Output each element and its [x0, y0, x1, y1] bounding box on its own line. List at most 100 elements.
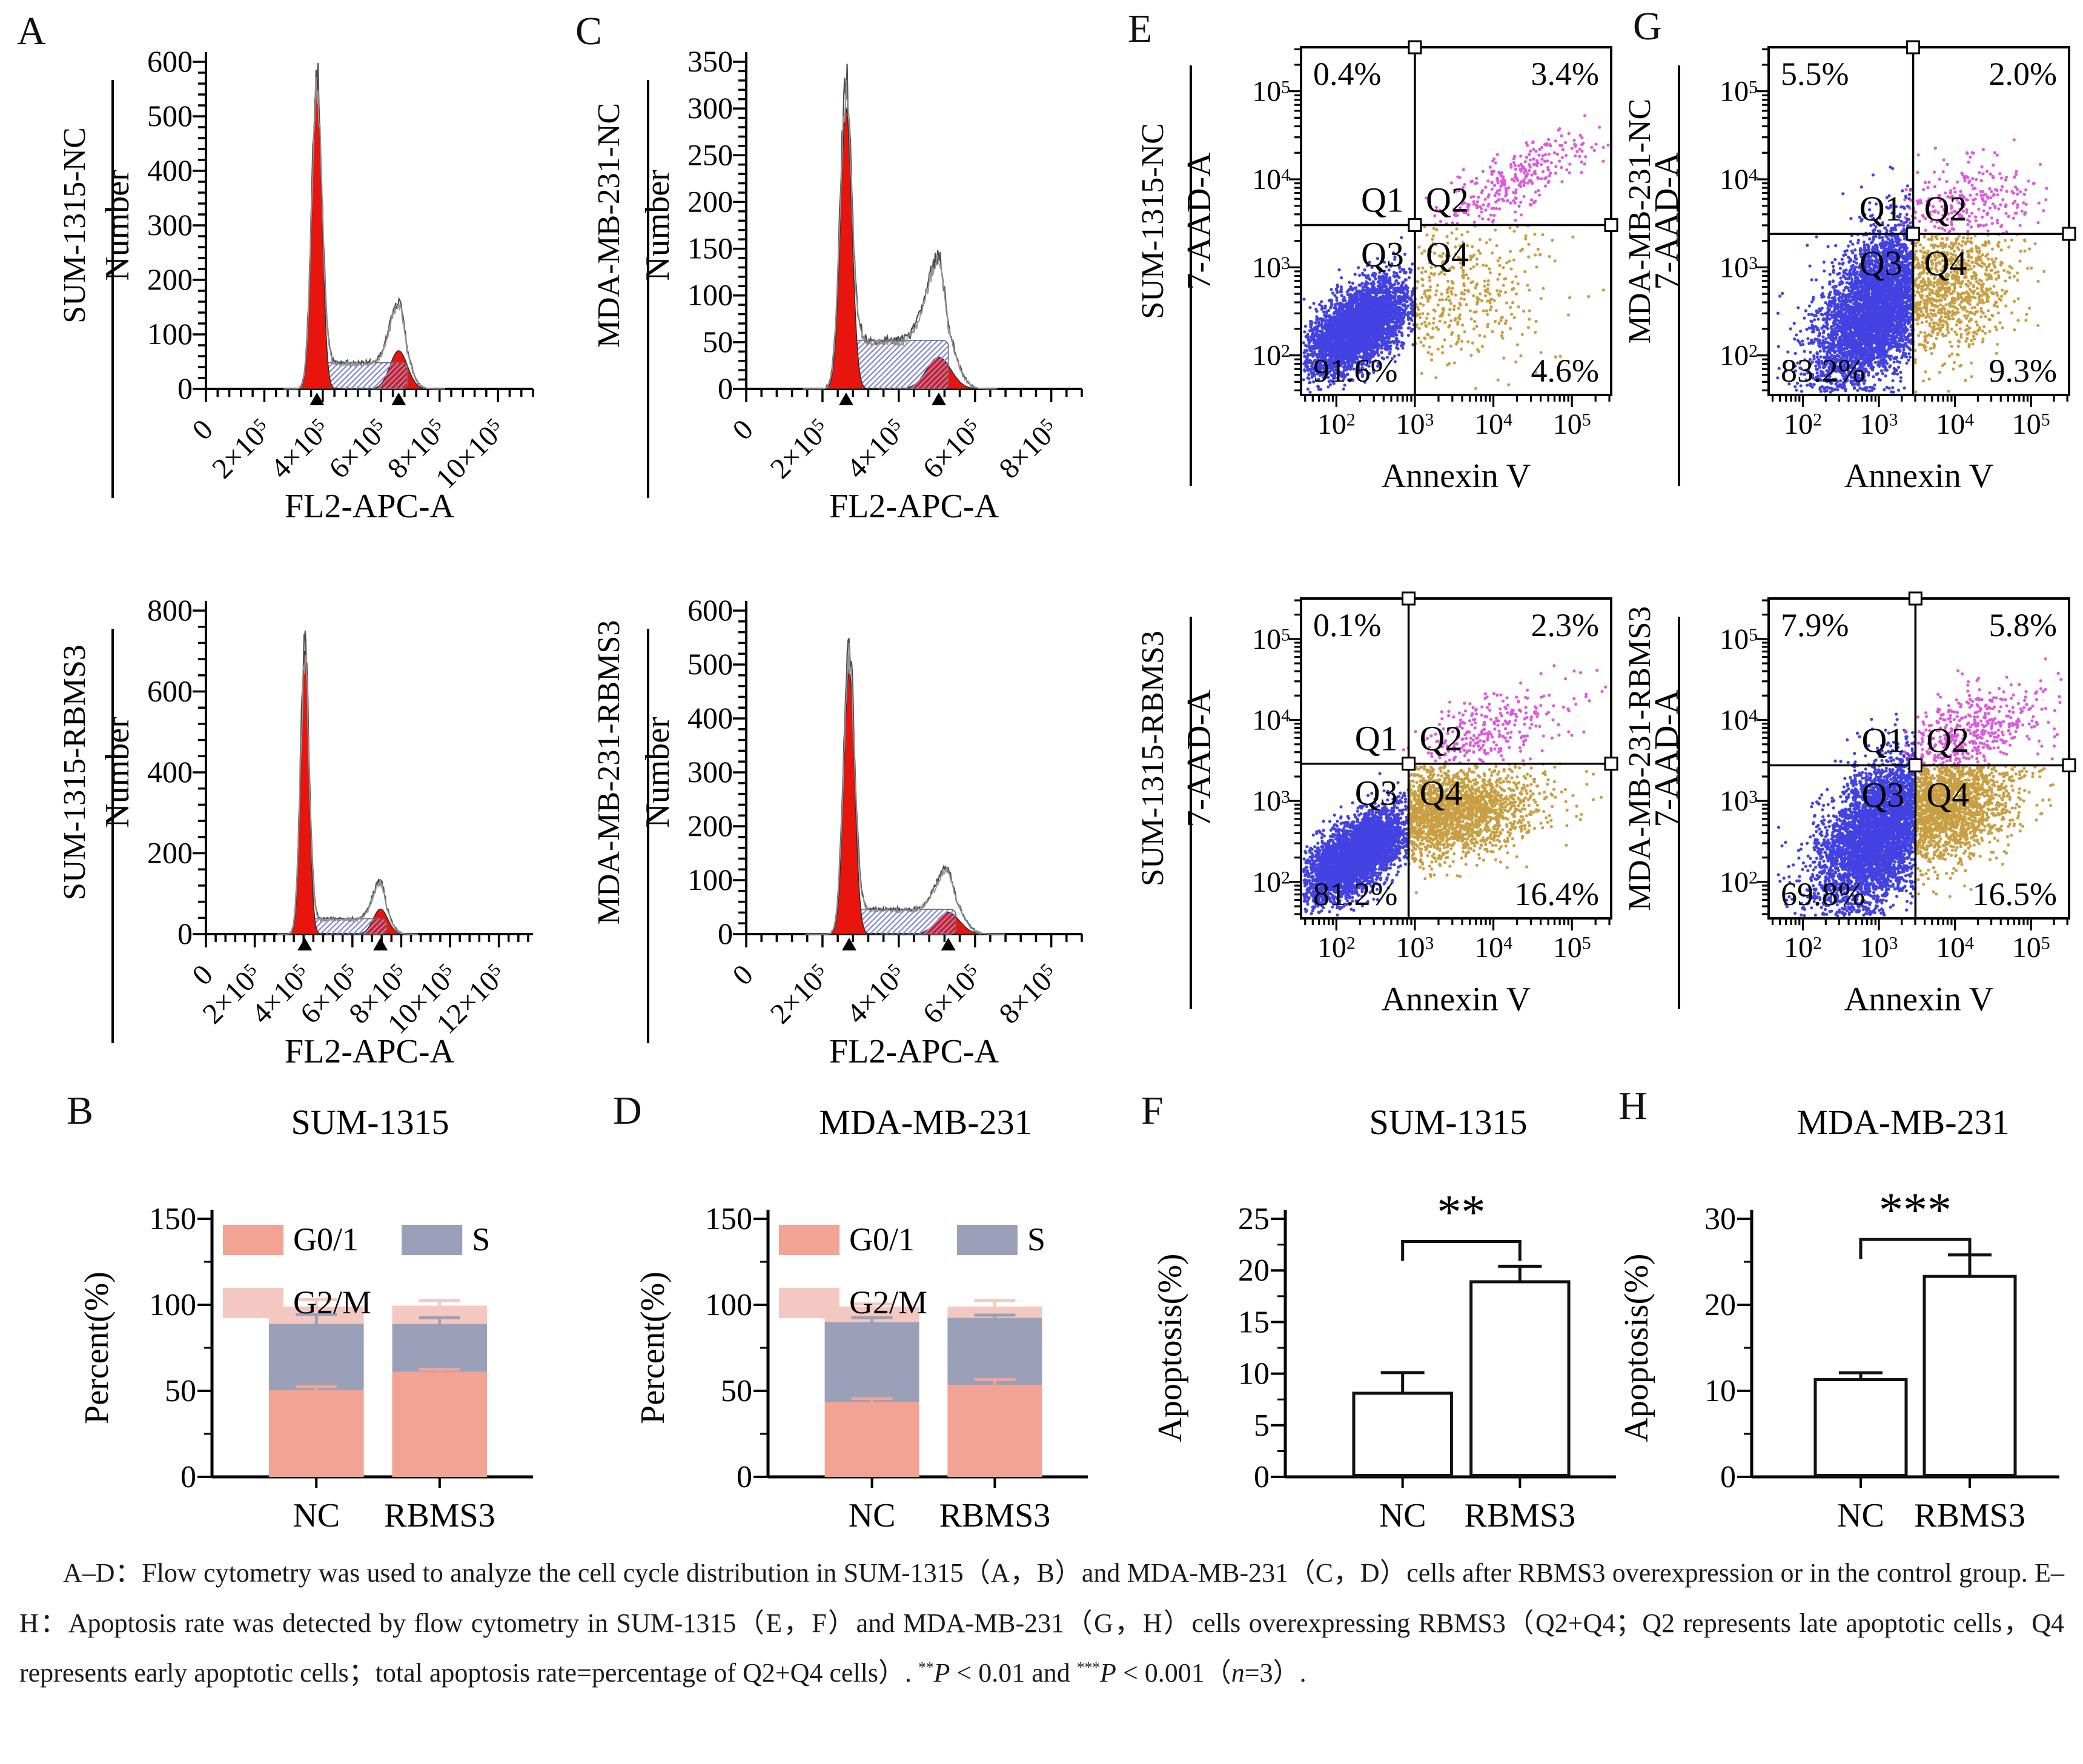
x-tick-label: 2×105 — [206, 413, 277, 485]
y-tick-label: 10 — [1704, 1374, 1736, 1408]
caption-segment: P — [934, 1658, 950, 1688]
quadrant-q4-percent: 16.5% — [1973, 876, 2057, 912]
gate-label-q4: Q4 — [1420, 774, 1463, 813]
y-tick-label: 102 — [1252, 340, 1290, 372]
caption-segment: < 0.01 and — [950, 1658, 1076, 1688]
y-tick-label: 0 — [180, 1460, 196, 1494]
caption-segment: A–D：Flow cytometry was used to analyze t… — [19, 1558, 2064, 1688]
scatter-points-magenta — [1402, 664, 1608, 765]
stacked-bar-segment — [947, 1318, 1042, 1385]
scatter-points-blue — [1776, 165, 1915, 394]
quadrant-q1-percent: 7.9% — [1781, 607, 1849, 643]
quadrant-q1-percent: 5.5% — [1781, 56, 1849, 92]
y-tick-label: 0 — [718, 917, 733, 950]
gate-label-q3: Q3 — [1859, 244, 1903, 283]
x-tick-label: 104 — [1936, 408, 1974, 440]
quadrant-q3-percent: 81.2% — [1313, 876, 1397, 912]
apoptosis-bar-chart-mdamb231: 0 10 20 30 MDA-MB-231 Apoptosis(%) NC RBMS3 *** — [1623, 1102, 2059, 1534]
y-tick-label: 100 — [149, 1288, 196, 1322]
quadrant-q4-percent: 4.6% — [1531, 353, 1599, 389]
y-tick-label: 200 — [687, 184, 733, 218]
x-tick-label: 102 — [1784, 932, 1822, 964]
x-tick-label: 103 — [1860, 932, 1898, 964]
bar — [1922, 1275, 2017, 1477]
panel-letter-g: G — [1633, 4, 1662, 50]
y-axis-label: Number — [639, 717, 677, 828]
row-label: SUM-1315-NC — [1136, 123, 1170, 319]
y-tick-label: 300 — [687, 91, 733, 125]
stacked-bar-segment — [824, 1402, 919, 1477]
y-tick-label: 100 — [687, 278, 733, 312]
quadrant-q3-percent: 69.8% — [1781, 876, 1865, 912]
scatter-points-blue — [1777, 712, 1917, 918]
stacked-bar-segment — [268, 1324, 364, 1390]
gate-label-q2: Q2 — [1924, 189, 1967, 228]
x-tick-label: 103 — [1396, 932, 1434, 964]
y-tick-label: 104 — [1252, 164, 1290, 196]
gate-handle — [1906, 227, 1921, 241]
x-tick-label: 2×105 — [764, 413, 836, 485]
y-tick-label: 0 — [718, 371, 733, 405]
category-label: RBMS3 — [1465, 1497, 1576, 1534]
apoptosis-bar-chart-sum1315: 0 5 10 15 20 25 SUM-1315 Apoptosis(%) NC RBMS3 ** — [1151, 1102, 1616, 1534]
y-tick-label: 800 — [147, 593, 193, 627]
bar — [1352, 1391, 1453, 1477]
y-tick-label: 50 — [703, 325, 733, 359]
x-tick-label: 4×105 — [841, 413, 912, 485]
y-tick-label: 600 — [147, 44, 193, 78]
gate-handle — [1604, 757, 1618, 771]
y-tick-label: 150 — [149, 1202, 196, 1236]
y-axis-label: Percent(%) — [78, 1272, 116, 1424]
legend-swatch — [779, 1288, 839, 1318]
gate-label-q2: Q2 — [1420, 719, 1463, 758]
y-tick-label: 102 — [1252, 866, 1290, 898]
gate-handle — [1908, 591, 1922, 606]
quadrant-q2-percent: 5.8% — [1989, 607, 2057, 643]
scatter-points-magenta — [1424, 114, 1610, 227]
s-phase-region — [320, 362, 408, 390]
x-axis-label: FL2-APC-A — [829, 1033, 999, 1070]
caption-segment: < 0.001（ — [1116, 1658, 1231, 1688]
y-tick-label: 103 — [1720, 785, 1758, 817]
y-axis-label: Apoptosis(%) — [1623, 1253, 1655, 1442]
y-tick-label: 105 — [1720, 623, 1758, 655]
gate-handle — [2062, 227, 2076, 241]
y-tick-label: 100 — [705, 1288, 752, 1322]
figure-caption: A–D：Flow cytometry was used to analyze t… — [19, 1548, 2064, 1699]
raw-histogram-outline — [803, 64, 998, 390]
category-label: NC — [293, 1497, 340, 1534]
quadrant-q3-percent: 83.2% — [1781, 353, 1865, 389]
peak-marker-triangle — [838, 393, 853, 405]
apoptosis-scatter-sum1315-rbms3: 102 102 103 103 104 104 105 105 Annexin V 7-AAD-A… — [1136, 591, 1618, 1018]
y-tick-label: 105 — [1252, 623, 1290, 655]
panel-letter-c: C — [575, 8, 602, 55]
y-tick-label: 250 — [687, 138, 733, 171]
panel-letter-d: D — [613, 1088, 642, 1134]
x-tick-label: 8×105 — [993, 413, 1064, 485]
x-axis-label: FL2-APC-A — [285, 488, 455, 525]
x-tick-label: 104 — [1474, 932, 1512, 964]
x-tick-label: 105 — [1553, 932, 1591, 964]
x-tick-label: 103 — [1860, 408, 1898, 440]
stacked-bar-segment — [824, 1322, 919, 1402]
legend-label: G0/1 — [293, 1221, 359, 1258]
quadrant-q4-percent: 16.4% — [1515, 876, 1599, 912]
y-tick-label: 105 — [1252, 76, 1290, 108]
legend-label: G0/1 — [849, 1221, 915, 1258]
legend-label: S — [472, 1221, 490, 1258]
peak-marker-triangle — [297, 938, 313, 950]
row-label: MDA-MB-231-NC — [1623, 99, 1657, 343]
x-tick-label: 6×105 — [323, 413, 394, 485]
y-tick-label: 102 — [1720, 340, 1758, 372]
y-tick-label: 30 — [1704, 1202, 1736, 1236]
x-tick-label: 105 — [1553, 408, 1591, 440]
y-tick-label: 25 — [1238, 1202, 1270, 1236]
caption-segment: n — [1231, 1658, 1245, 1688]
y-tick-label: 105 — [1720, 76, 1758, 108]
category-label: RBMS3 — [1914, 1497, 2025, 1534]
raw-histogram-outline — [283, 77, 446, 390]
x-tick-label: 0 — [186, 958, 219, 991]
y-tick-label: 0 — [1254, 1460, 1270, 1494]
peak-marker-triangle — [931, 393, 946, 405]
